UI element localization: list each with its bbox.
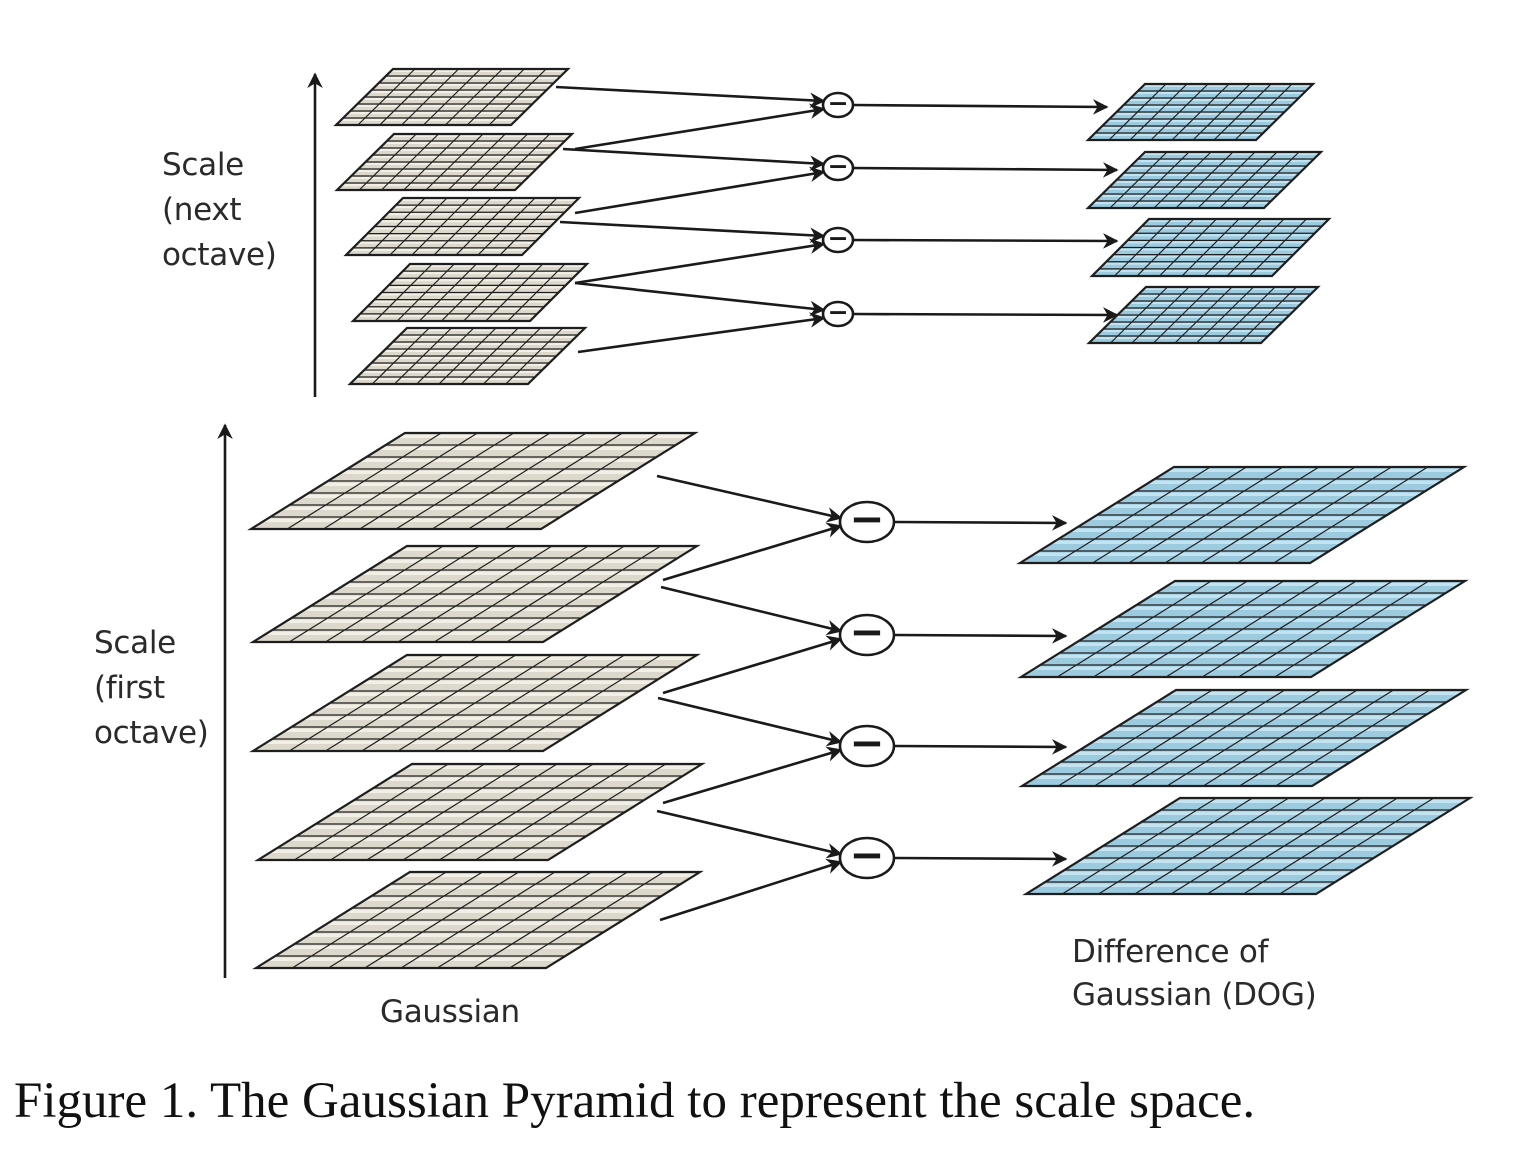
gaussian-grid-first-octave-5: [252, 870, 704, 970]
arrow-first-octave-in-upper-2: [660, 585, 843, 636]
arrow-first-octave-in-lower-1: [662, 522, 843, 582]
gaussian-grid-next-octave-5: [347, 326, 588, 386]
svg-text:−: −: [827, 224, 848, 253]
gaussian-grid-first-octave-1: [247, 431, 699, 531]
subtract-node-next-octave-2: −: [821, 152, 855, 182]
dog-line-2: Gaussian (DOG): [1072, 977, 1317, 1014]
arrow-first-octave-in-lower-4: [659, 858, 843, 922]
arrow-first-octave-in-upper-1: [656, 474, 843, 523]
svg-text:−: −: [827, 298, 848, 327]
arrow-next-octave-in-upper-4: [574, 281, 826, 317]
figure-caption: Figure 1. The Gaussian Pyramid to repres…: [14, 1073, 1256, 1129]
svg-text:−: −: [849, 607, 884, 656]
svg-text:−: −: [827, 89, 848, 118]
arrow-next-octave-out-1: [852, 99, 1109, 115]
arrow-next-octave-out-4: [852, 307, 1119, 323]
subtract-node-next-octave-1: −: [821, 89, 855, 119]
scale-next-line-1: Scale: [162, 147, 244, 183]
gaussian-grid-next-octave-2: [334, 132, 575, 192]
arrow-next-octave-out-2: [852, 162, 1119, 178]
arrow-next-octave-in-upper-2: [562, 147, 826, 171]
dog-grid-first-octave-3: [1018, 688, 1470, 788]
svg-text:−: −: [849, 494, 884, 543]
svg-text:−: −: [827, 152, 848, 181]
arrow-first-octave-out-4: [894, 851, 1068, 867]
scale-first-line-3: octave): [94, 714, 209, 751]
scale-next-octave-label: Scale (next octave): [162, 143, 277, 278]
subtract-node-first-octave-4: −: [838, 830, 896, 880]
arrow-first-octave-in-lower-3: [662, 746, 843, 805]
arrow-next-octave-in-lower-4: [577, 312, 826, 354]
dog-grid-first-octave-2: [1017, 579, 1469, 679]
subtract-node-next-octave-3: −: [821, 224, 855, 254]
scale-next-line-2: (next: [162, 191, 242, 228]
arrow-first-octave-in-lower-2: [662, 635, 843, 695]
scale-first-octave-label: Scale (first octave): [94, 621, 209, 756]
dog-label: Difference of Gaussian (DOG): [1072, 931, 1317, 1018]
dog-grid-next-octave-1: [1085, 82, 1316, 142]
arrow-next-octave-in-lower-1: [574, 103, 826, 151]
arrow-next-octave-in-lower-2: [574, 166, 826, 215]
subtract-node-first-octave-2: −: [838, 607, 896, 657]
gaussian-grid-next-octave-3: [343, 196, 582, 257]
arrow-first-octave-in-upper-3: [657, 696, 843, 747]
dog-line-1: Difference of: [1072, 934, 1269, 970]
gaussian-label: Gaussian: [380, 990, 520, 1035]
arrow-first-octave-out-2: [894, 628, 1068, 644]
gaussian-label-text: Gaussian: [380, 994, 520, 1030]
dog-grid-next-octave-3: [1089, 217, 1332, 278]
arrow-next-octave-in-upper-1: [555, 85, 826, 109]
dog-grid-next-octave-4: [1086, 285, 1321, 345]
gaussian-grid-next-octave-4: [350, 262, 590, 323]
gaussian-grid-first-octave-3: [249, 653, 701, 753]
arrow-next-octave-in-upper-3: [559, 220, 826, 244]
scale-first-line-2: (first: [94, 669, 165, 706]
arrow-next-octave-in-lower-3: [574, 238, 826, 285]
scale-first-line-1: Scale: [94, 625, 176, 661]
arrow-first-octave-in-upper-4: [656, 809, 843, 859]
gaussian-grid-next-octave-1: [333, 67, 571, 127]
subtract-node-next-octave-4: −: [821, 298, 855, 328]
subtract-node-first-octave-3: −: [838, 718, 896, 768]
svg-text:−: −: [849, 718, 884, 767]
scale-next-line-3: octave): [162, 236, 277, 273]
arrow-next-octave-out-3: [852, 233, 1119, 249]
arrow-first-octave-out-1: [894, 515, 1068, 531]
svg-text:−: −: [849, 830, 884, 879]
subtract-node-first-octave-1: −: [838, 494, 896, 544]
dog-grid-next-octave-2: [1085, 150, 1324, 210]
gaussian-grid-first-octave-2: [249, 544, 701, 644]
dog-grid-first-octave-4: [1022, 796, 1474, 896]
arrow-first-octave-out-3: [894, 739, 1068, 755]
dog-grid-first-octave-1: [1016, 465, 1468, 565]
gaussian-grid-first-octave-4: [254, 762, 706, 862]
